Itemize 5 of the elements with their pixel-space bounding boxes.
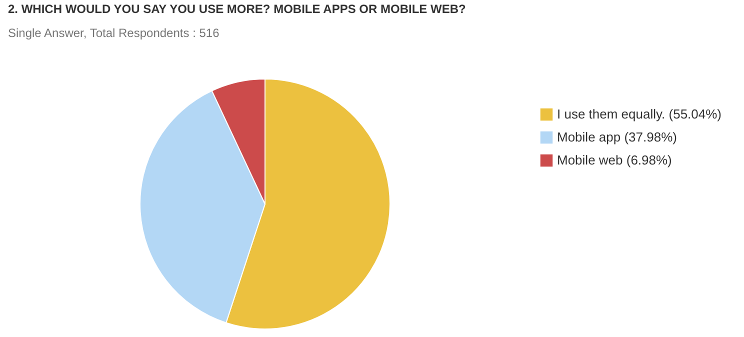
- legend-label: Mobile app (37.98%): [557, 130, 677, 144]
- legend-label: I use them equally. (55.04%): [557, 106, 722, 122]
- chart-title: 2. WHICH WOULD YOU SAY YOU USE MORE? MOBILE APPS OR MOBILE WEB?: [8, 2, 466, 16]
- legend-label: Mobile web (6.98%): [557, 152, 672, 168]
- chart-subtitle: Single Answer, Total Respondents : 516: [8, 26, 220, 40]
